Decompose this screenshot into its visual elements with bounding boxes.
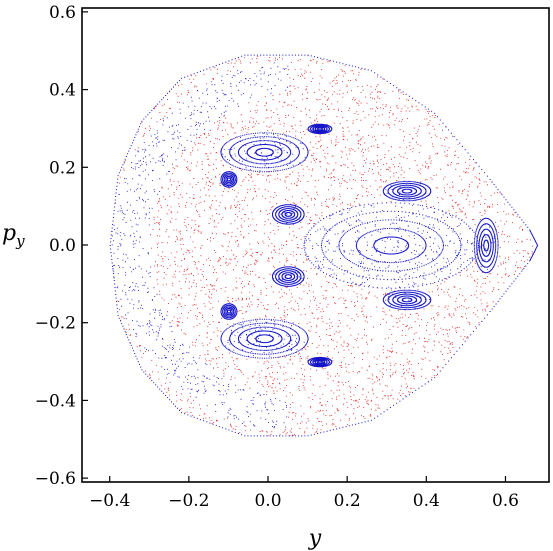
y-tick-label: 0.6 (49, 3, 76, 23)
y-axis-ticks: −0.6 −0.4 −0.2 0.0 0.2 0.4 0.6 (35, 3, 88, 489)
y-axis-label: py (2, 221, 25, 250)
y-tick-label: −0.2 (35, 314, 76, 334)
y-tick-label: 0.4 (49, 81, 76, 101)
y-tick-label: 0.0 (49, 236, 76, 256)
x-tick-label: 0.2 (334, 491, 361, 511)
y-tick-label: −0.4 (35, 391, 76, 411)
y-tick-label: 0.2 (49, 158, 76, 178)
y-axis-label-main: p (2, 221, 16, 246)
chaotic-sea-points (114, 55, 534, 437)
x-tick-label: 0.6 (492, 491, 519, 511)
x-axis-ticks: −0.4 −0.2 0.0 0.2 0.4 0.6 (89, 476, 519, 511)
y-tick-label: −0.6 (35, 469, 76, 489)
x-tick-label: −0.4 (89, 491, 130, 511)
x-tick-label: 0.4 (413, 491, 440, 511)
y-axis-label-subscript: y (15, 232, 25, 250)
scatter-points (109, 54, 539, 437)
x-axis-label: y (308, 526, 322, 551)
regular-island-points (109, 54, 539, 437)
x-tick-label: −0.2 (168, 491, 209, 511)
x-tick-label: 0.0 (254, 491, 281, 511)
